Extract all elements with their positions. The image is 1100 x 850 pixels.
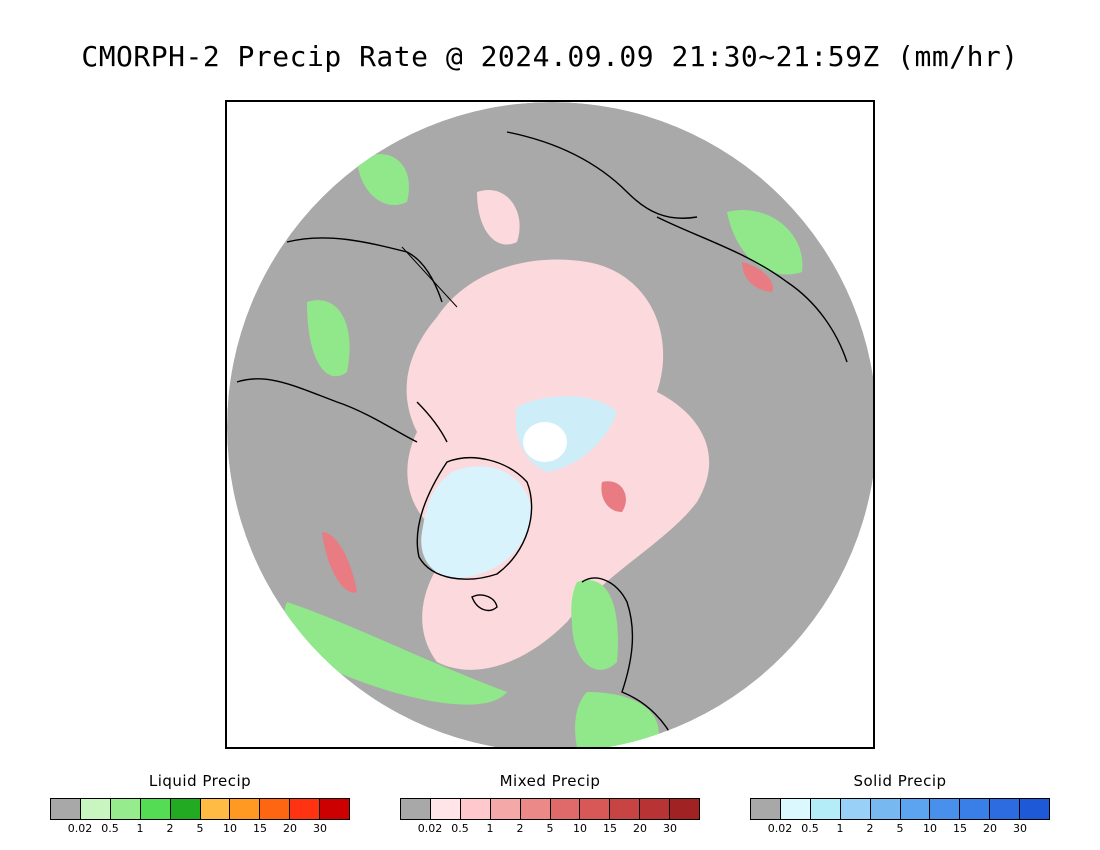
colorbar-swatch [670,799,700,819]
colorbar-swatch [780,799,811,819]
colorbar [750,798,1050,820]
colorbar-swatch [520,799,551,819]
colorbar-tick-label: 5 [896,822,904,835]
east-siberia-heavy-mixed [742,262,773,292]
colorbar-ticks: 0.02 0.5 1 2 5 10 15 20 30 [750,822,1050,836]
colorbar-swatch [290,799,321,819]
colorbar-swatch [51,799,81,819]
colorbar-swatch [870,799,901,819]
colorbar-swatch [200,799,231,819]
colorbar-tick-label: 2 [166,822,174,835]
colorbar-tick-label: 10 [223,822,237,835]
colorbar-swatch [930,799,961,819]
colorbar-tick-label: 2 [516,822,524,835]
colorbar-swatch [1020,799,1050,819]
legend-title: Solid Precip [853,772,947,790]
greenland-coast-heavy-mixed [322,532,357,593]
colorbar-swatch [230,799,261,819]
colorbar [400,798,700,820]
colorbar-tick-label: 2 [866,822,874,835]
colorbar-swatch [810,799,841,819]
colorbar-ticks: 0.02 0.5 1 2 5 10 15 20 30 [50,822,350,836]
colorbar-swatch [110,799,141,819]
colorbar-swatch [140,799,171,819]
colorbar-tick-label: 15 [603,822,617,835]
legend-title: Liquid Precip [148,772,252,790]
date-line-border [401,246,458,308]
colorbar [50,798,350,820]
colorbar-tick-label: 15 [253,822,267,835]
legend-title: Mixed Precip [499,772,601,790]
chart-title: CMORPH-2 Precip Rate @ 2024.09.09 21:30~… [81,40,1019,73]
colorbar-swatch [960,799,991,819]
colorbar-tick-label: 0.02 [417,822,443,835]
greenland-solid-precip [421,466,532,578]
colorbar-swatch [401,799,431,819]
colorbar-swatch [430,799,461,819]
colorbar-tick-label: 15 [953,822,967,835]
colorbar-ticks: 0.02 0.5 1 2 5 10 15 20 30 [400,822,700,836]
colorbar-tick-label: 30 [1013,822,1027,835]
colorbar-swatch [751,799,781,819]
legend-liquid: Liquid Precip 0.02 0.5 1 2 5 10 15 20 30 [50,772,350,836]
colorbar-swatch [990,799,1021,819]
colorbar-swatch [320,799,350,819]
coastlines [236,131,848,747]
colorbar-tick-label: 0.02 [767,822,793,835]
colorbar-swatch [170,799,201,819]
scandinavia-liquid-precip [571,580,618,670]
colorbar-tick-label: 0.5 [801,822,819,835]
colorbar-swatch [840,799,871,819]
map-svg [227,102,873,747]
colorbar-tick-label: 10 [573,822,587,835]
europe-liquid-precip [575,692,659,747]
colorbar-tick-label: 0.5 [101,822,119,835]
colorbar-tick-label: 1 [486,822,494,835]
colorbar-tick-label: 20 [633,822,647,835]
bering-mixed-precip [477,190,520,245]
east-siberia-liquid-precip [727,210,803,275]
colorbar-tick-label: 5 [196,822,204,835]
legend-mixed: Mixed Precip 0.02 0.5 1 2 5 10 15 20 30 [400,772,700,836]
colorbar-swatch [580,799,611,819]
colorbar-swatch [640,799,671,819]
colorbar-tick-label: 30 [313,822,327,835]
colorbar-tick-label: 5 [546,822,554,835]
legend-solid: Solid Precip 0.02 0.5 1 2 5 10 15 20 30 [750,772,1050,836]
canada-liquid-precip [307,300,350,377]
colorbar-tick-label: 20 [283,822,297,835]
colorbar-swatch [260,799,291,819]
colorbar-swatch [900,799,931,819]
colorbar-swatch [550,799,581,819]
siberia-liquid-precip [357,154,409,206]
svalbard-heavy-mixed [601,481,626,512]
colorbar-swatch [80,799,111,819]
colorbar-swatch [610,799,641,819]
colorbar-swatch [460,799,491,819]
colorbar-tick-label: 30 [663,822,677,835]
colorbar-tick-label: 0.02 [67,822,93,835]
polar-map [225,100,875,749]
colorbar-tick-label: 10 [923,822,937,835]
colorbar-tick-label: 1 [836,822,844,835]
colorbar-tick-label: 1 [136,822,144,835]
colorbar-swatch [490,799,521,819]
atlantic-liquid-precip [284,602,507,705]
colorbar-tick-label: 0.5 [451,822,469,835]
colorbar-tick-label: 20 [983,822,997,835]
pole-intense-snow [523,422,567,462]
